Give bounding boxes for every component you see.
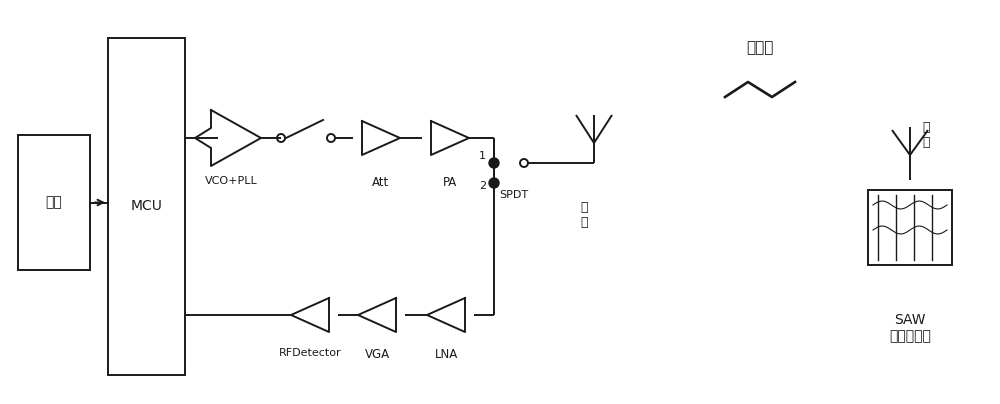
Text: RFDetector: RFDetector (279, 348, 341, 358)
Circle shape (489, 158, 499, 168)
Bar (868, 190, 952, 265)
Circle shape (277, 134, 285, 142)
Text: 电磁波: 电磁波 (746, 40, 774, 55)
Circle shape (327, 134, 335, 142)
Text: 天
线: 天 线 (580, 201, 588, 229)
Text: 天
线: 天 线 (922, 121, 930, 149)
Text: MCU: MCU (131, 200, 162, 213)
Text: SAW
温度传感器: SAW 温度传感器 (889, 313, 931, 343)
Text: LNA: LNA (434, 348, 458, 361)
Text: SPDT: SPDT (499, 190, 528, 200)
Text: PA: PA (443, 176, 457, 189)
Text: VCO+PLL: VCO+PLL (205, 176, 257, 186)
Circle shape (489, 178, 499, 188)
Text: 1: 1 (479, 151, 486, 161)
Bar (18, 135, 90, 270)
Bar (108, 38, 185, 375)
Text: 串口: 串口 (46, 196, 62, 210)
Circle shape (520, 159, 528, 167)
Text: Att: Att (372, 176, 390, 189)
Text: VGA: VGA (364, 348, 390, 361)
Text: 2: 2 (479, 181, 486, 191)
